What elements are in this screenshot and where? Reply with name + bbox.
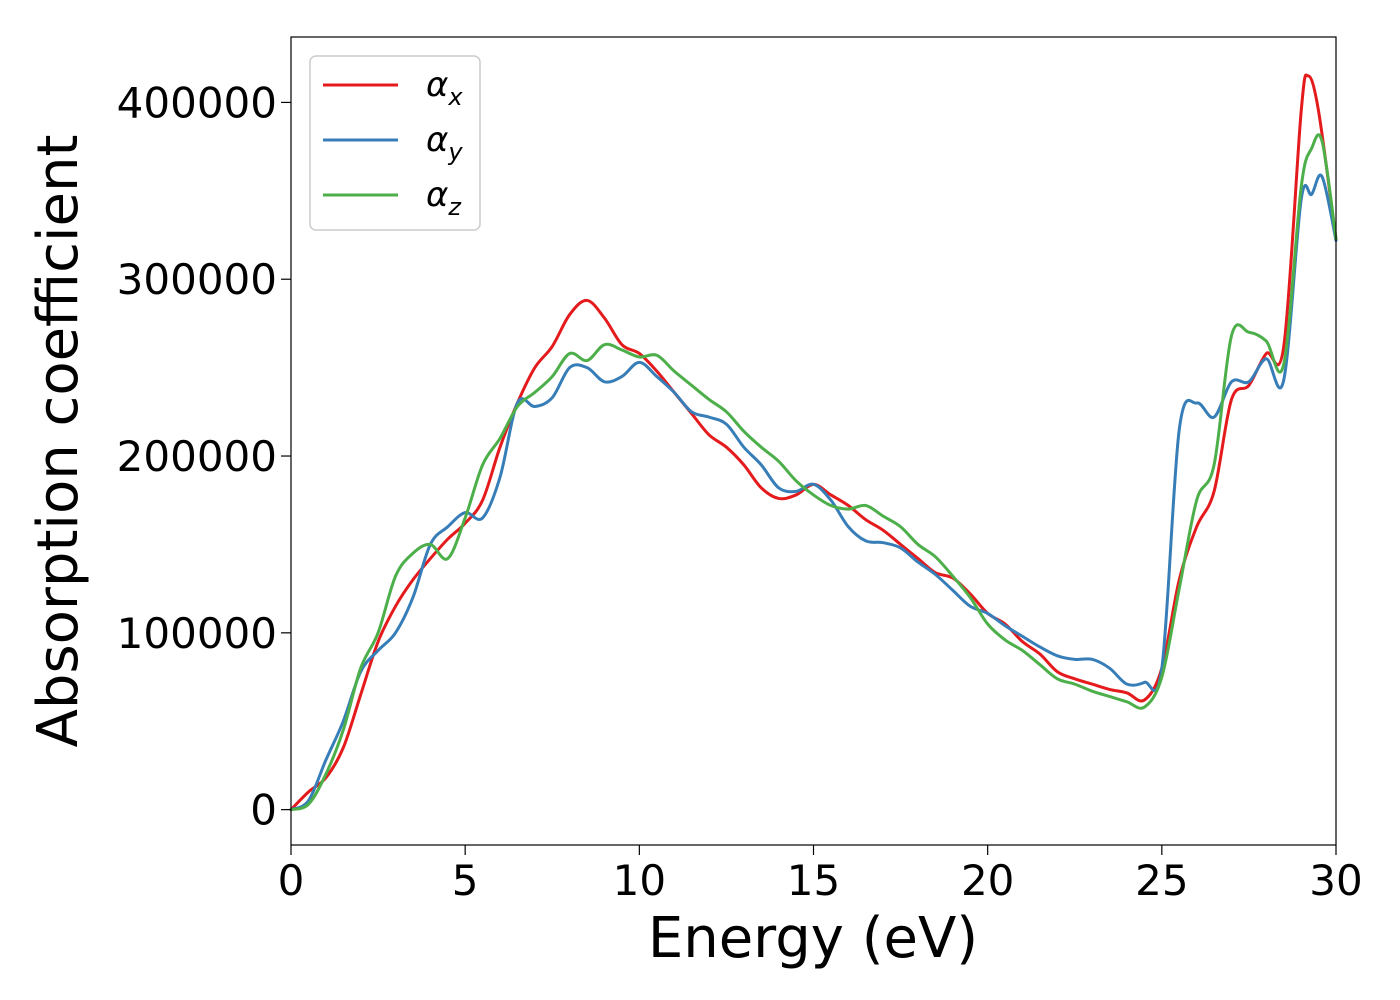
legend-label-x: αx (426, 65, 463, 111)
x-tick-label: 0 (278, 856, 305, 905)
x-axis: 0 5 10 15 20 25 30 (278, 845, 1363, 905)
x-axis-title: Energy (eV) (648, 906, 978, 971)
x-tick-label: 15 (787, 856, 840, 905)
x-tick-label: 20 (961, 856, 1014, 905)
x-tick-label: 5 (452, 856, 479, 905)
y-tick-label: 300000 (117, 255, 277, 304)
x-tick-label: 25 (1135, 856, 1188, 905)
series-layer (289, 73, 1338, 812)
legend-label-y: αy (426, 120, 463, 166)
series-line-y (289, 173, 1338, 812)
y-tick-label: 200000 (117, 432, 277, 481)
y-axis: 0 100000 200000 300000 400000 (117, 78, 291, 835)
y-axis-title: Absorption coefficient (26, 135, 91, 748)
y-tick-label: 0 (250, 786, 277, 835)
y-tick-label: 400000 (117, 78, 277, 127)
legend-box (309, 55, 481, 231)
y-tick-label: 100000 (117, 609, 277, 658)
series-line-z (289, 133, 1338, 812)
x-tick-label: 10 (613, 856, 666, 905)
x-tick-label: 30 (1309, 856, 1362, 905)
